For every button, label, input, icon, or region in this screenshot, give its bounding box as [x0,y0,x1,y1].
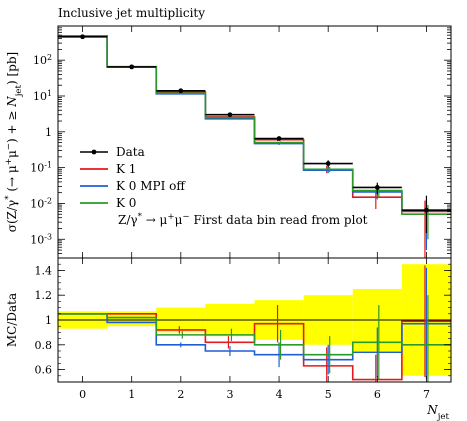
y-tick-label: 102 [33,53,52,68]
x-tick-label: 2 [177,388,184,401]
ratio-y-tick-label: 1.4 [35,264,53,277]
legend-series-2-label: K 0 [116,196,136,210]
x-tick-label: 5 [325,388,332,401]
legend-data-label: Data [116,145,145,159]
data-point [424,207,429,213]
x-tick-label: 0 [79,388,86,401]
x-tick-label: 6 [374,388,381,401]
y-tick-label: 101 [33,88,52,103]
data-point [325,161,331,166]
ratio-series-2-step [58,313,451,356]
y-tick-label: 10-3 [30,232,52,247]
ratio-y-tick-label: 1.2 [35,289,53,302]
data-point [227,112,233,118]
x-tick-label: 3 [226,388,233,401]
ratio-y-tick-label: 0.6 [35,364,53,377]
y-tick-label: 10-1 [30,160,52,175]
annotation: Z/γ* → μ+μ− First data bin read from plo… [118,212,368,227]
x-tick-label: 4 [276,388,283,401]
ratio-y-tick-label: 1 [45,314,52,327]
legend-series-0-label: K 1 [116,162,136,176]
ratio-y-axis-label: MC/Data [5,293,19,347]
chart-title: Inclusive jet multiplicity [58,6,205,20]
x-tick-label: 7 [423,388,430,401]
x-tick-label: 1 [128,388,135,401]
y-axis-label: σ(Z/γ* (→ μ+μ−) + ≥ Njet) [pb] [4,52,24,232]
data-point [129,64,135,70]
data-point [276,136,282,141]
data-point [374,185,380,190]
y-tick-label: 1 [45,126,52,139]
legend-data-marker [91,149,97,155]
data-point [178,88,184,94]
ratio-y-tick-label: 0.8 [35,339,53,352]
x-axis-label: Njet [426,403,449,421]
data-point [80,34,85,40]
y-tick-label: 10-2 [30,196,52,211]
legend-series-1-label: K 0 MPI off [116,179,186,193]
